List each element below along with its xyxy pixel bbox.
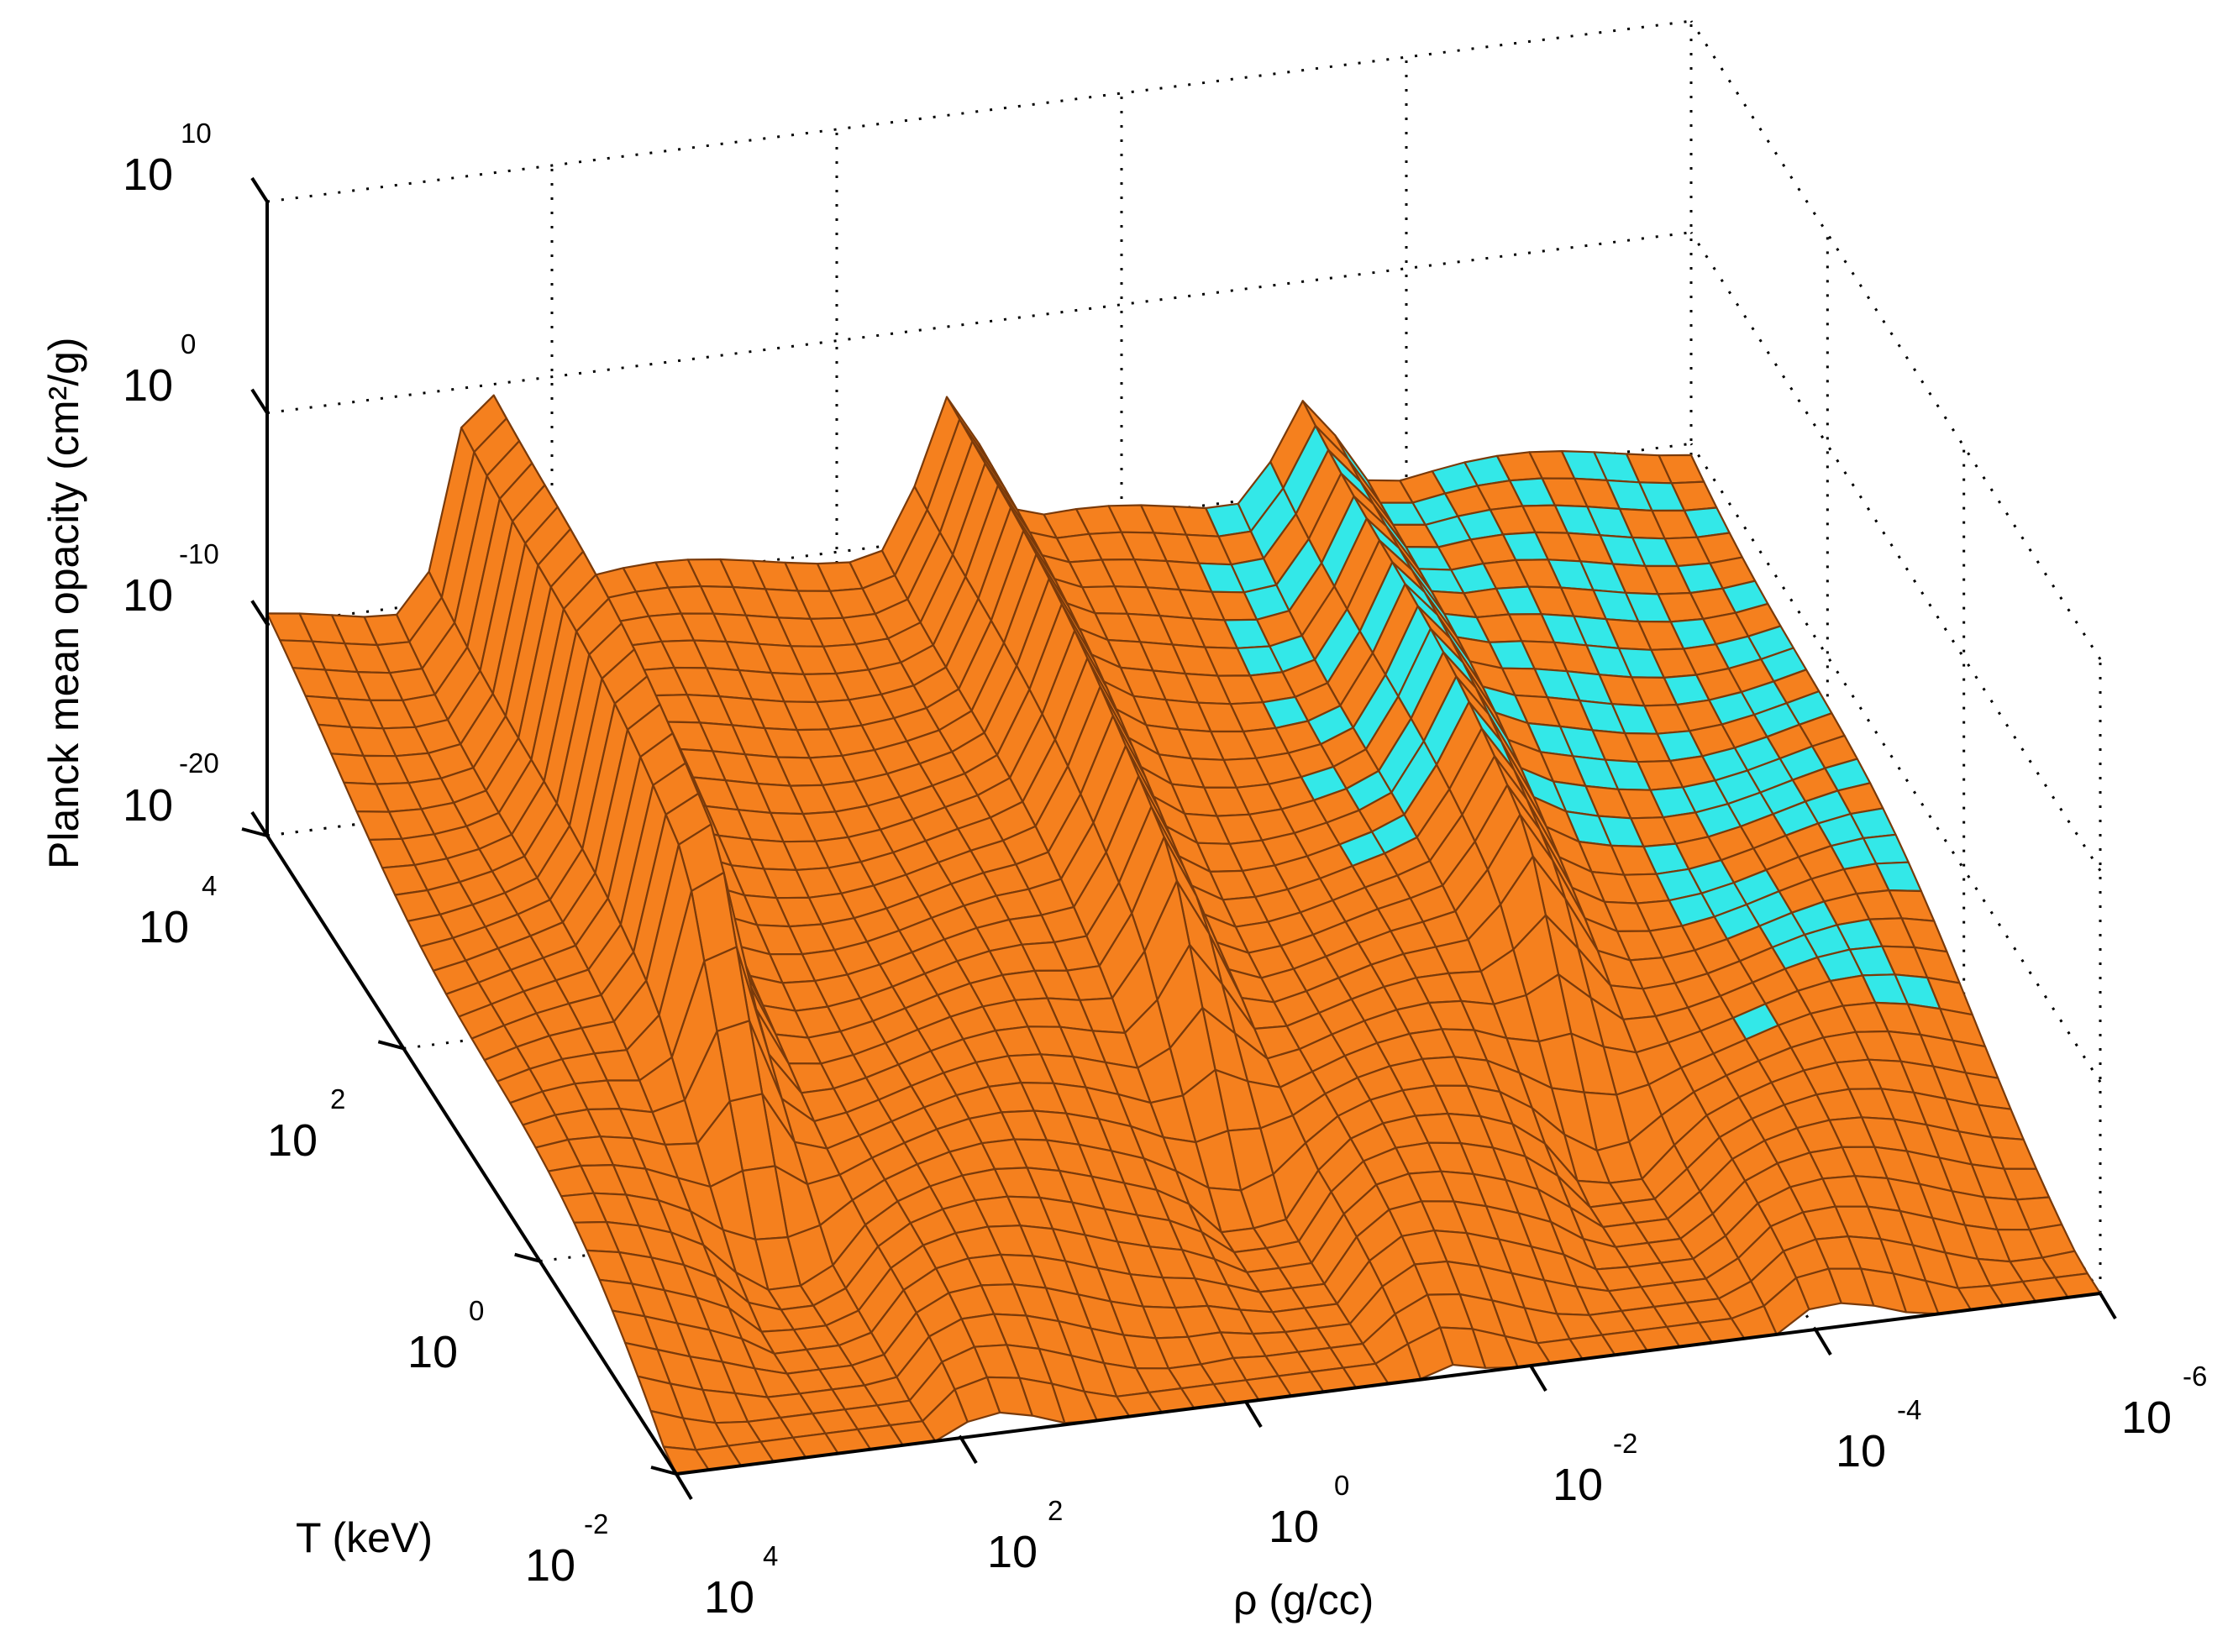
t-tick-mark <box>514 1252 541 1263</box>
z-tick-mark <box>250 600 269 626</box>
rho-tick-label: 10 <box>1269 1502 1319 1552</box>
rho-tick-mark <box>675 1472 693 1501</box>
rho-tick-mark <box>959 1436 978 1465</box>
opacity-surface <box>265 394 2102 1476</box>
rho-axis-label: ρ (g/cc) <box>1233 1576 1374 1623</box>
t-tick-label: 10 <box>139 902 189 952</box>
t-tick-exponent: 2 <box>330 1083 345 1114</box>
axes <box>241 176 2117 1501</box>
z-tick-exponent: -20 <box>179 747 219 779</box>
rho-tick-exponent: 0 <box>1334 1470 1349 1501</box>
z-tick-label: 10 <box>123 360 173 411</box>
rho-tick-label: 10 <box>1553 1460 1603 1510</box>
rho-tick-label: 10 <box>1836 1426 1886 1476</box>
t-tick-label: 10 <box>525 1540 575 1591</box>
rho-tick-exponent: 2 <box>1048 1495 1063 1526</box>
z-tick-exponent: 0 <box>181 328 196 359</box>
z-tick-exponent: 10 <box>181 118 212 149</box>
t-tick-mark <box>377 1040 404 1051</box>
t-axis-label: T (keV) <box>296 1514 433 1561</box>
rho-tick-labels: 10 4 10 2 10 0 10 -2 10 -4 10 -6 <box>704 1361 2207 1623</box>
t-tick-mark <box>650 1466 677 1476</box>
t-tick-label: 10 <box>267 1115 318 1166</box>
rho-tick-label: 10 <box>2121 1392 2172 1443</box>
z-tick-mark <box>250 388 269 414</box>
rho-axis-line <box>675 1292 2101 1476</box>
z-tick-mark <box>250 810 269 837</box>
rho-tick-mark <box>1814 1328 1832 1356</box>
rho-tick-label: 10 <box>704 1572 754 1623</box>
z-tick-mark <box>250 176 269 203</box>
t-tick-exponent: 0 <box>469 1295 484 1326</box>
rho-tick-exponent: 4 <box>763 1540 778 1571</box>
z-tick-exponent: -10 <box>179 538 219 569</box>
t-tick-labels: 10 4 10 2 10 0 10 -2 <box>139 870 608 1591</box>
rho-tick-exponent: -4 <box>1897 1394 1921 1425</box>
rho-tick-exponent: -2 <box>1613 1428 1637 1459</box>
rho-tick-mark <box>2099 1292 2117 1320</box>
z-tick-label: 10 <box>123 149 173 200</box>
rho-tick-exponent: -6 <box>2183 1361 2207 1392</box>
z-axis-label: Planck mean opacity (cm²/g) <box>40 337 87 869</box>
t-tick-label: 10 <box>407 1327 458 1377</box>
t-tick-mark <box>241 827 268 837</box>
z-tick-label: 10 <box>123 570 173 621</box>
rho-tick-label: 10 <box>987 1527 1038 1577</box>
t-tick-exponent: -2 <box>584 1508 608 1539</box>
t-tick-exponent: 4 <box>202 870 217 901</box>
rho-tick-mark <box>1529 1364 1547 1392</box>
t-axis-line <box>265 834 678 1476</box>
z-tick-label: 10 <box>123 780 173 831</box>
rho-tick-mark <box>1244 1400 1263 1429</box>
z-tick-labels: 10 10 10 0 10 -10 10 -20 <box>123 118 219 831</box>
